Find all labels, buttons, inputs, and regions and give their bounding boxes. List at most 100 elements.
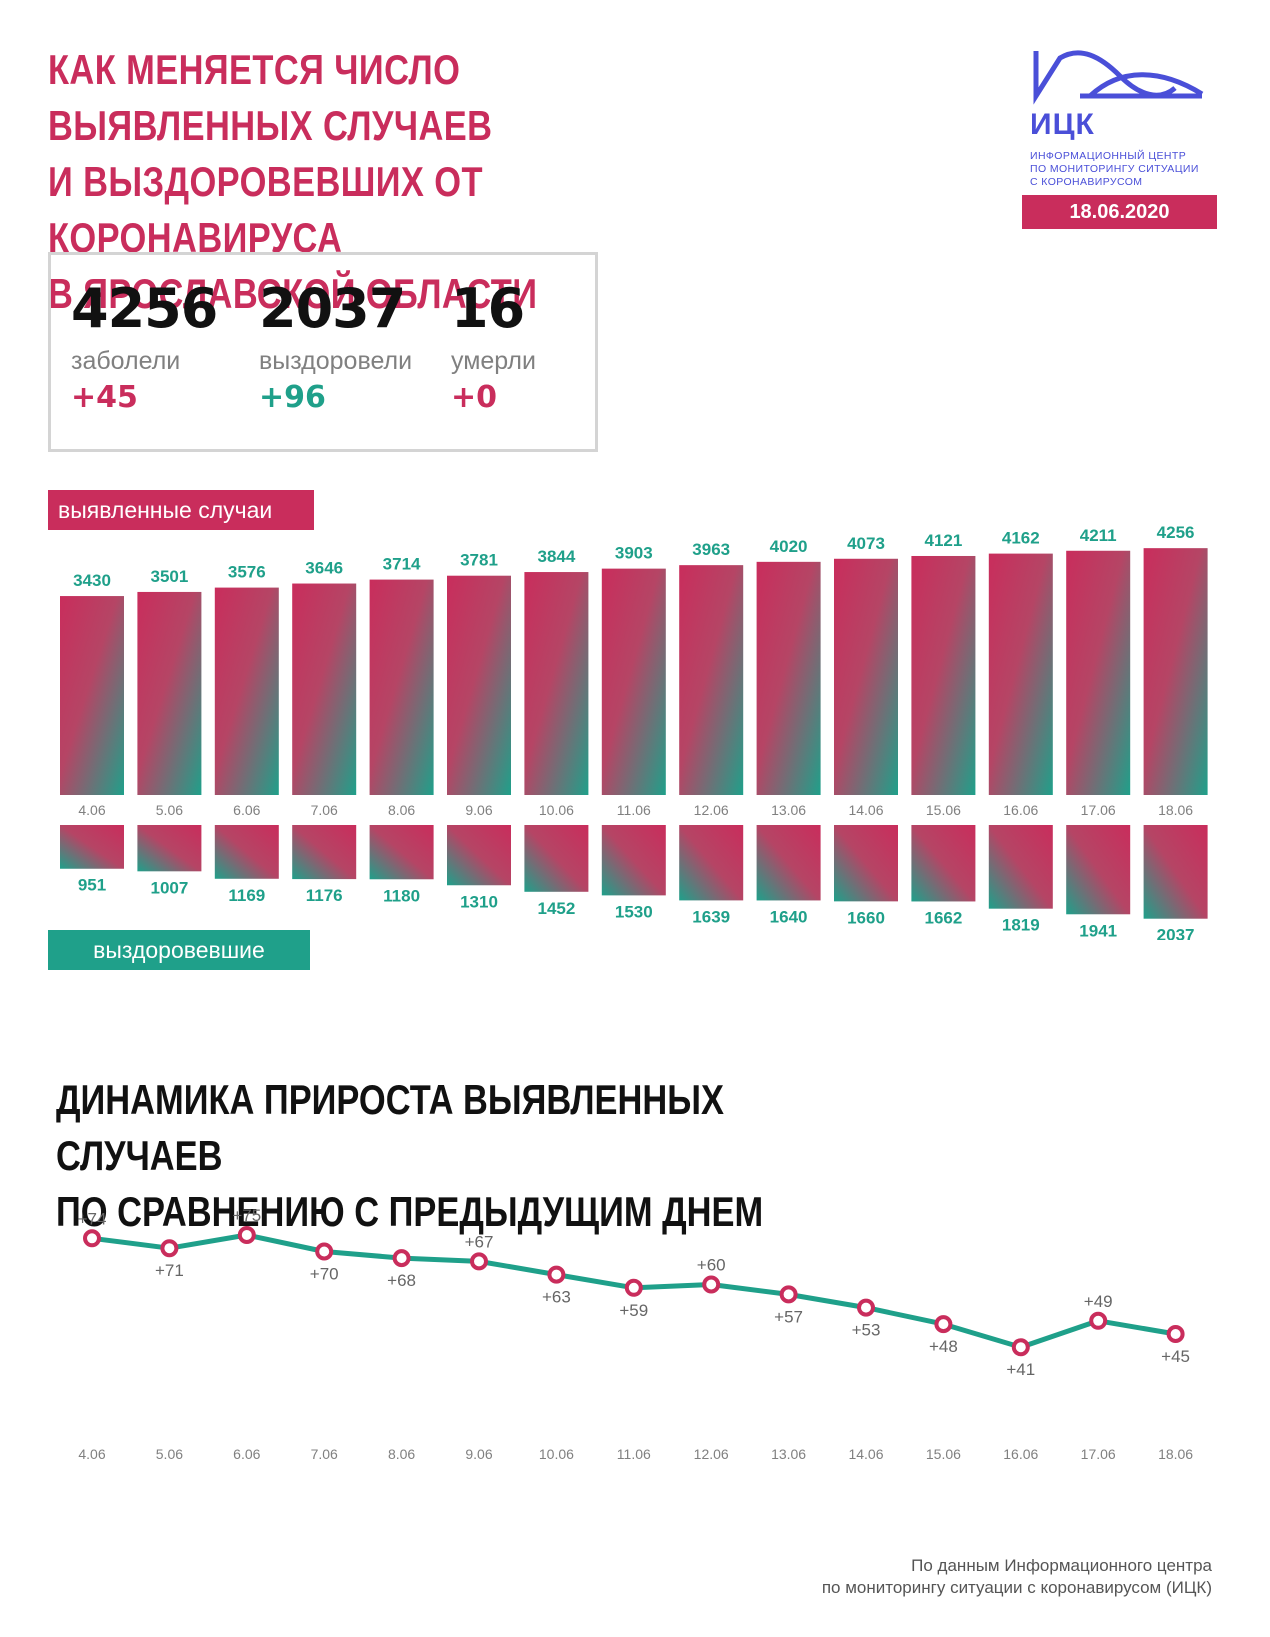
bar-date-label: 11.06	[617, 802, 651, 818]
growth-point	[934, 1315, 953, 1334]
cases-value-label: 3576	[228, 563, 266, 582]
growth-value-label: +68	[387, 1271, 416, 1290]
growth-point	[702, 1275, 721, 1294]
cases-value-label: 4073	[847, 534, 885, 553]
line-date-label: 16.06	[1003, 1446, 1038, 1462]
cases-tag: выявленные случаи	[48, 490, 314, 530]
growth-value-label: +49	[1084, 1292, 1113, 1311]
logo-description: ИНФОРМАЦИОННЫЙ ЦЕНТР ПО МОНИТОРИНГУ СИТУ…	[1030, 150, 1230, 189]
bar-date-label: 7.06	[311, 802, 338, 818]
recovered-bar	[911, 825, 976, 902]
logo-wave-icon	[1033, 50, 1204, 105]
page-title: КАК МЕНЯЕТСЯ ЧИСЛО ВЫЯВЛЕННЫХ СЛУЧАЕВ И …	[48, 42, 704, 322]
cases-value-label: 3903	[615, 544, 653, 563]
cases-bar	[1066, 550, 1131, 795]
line-date-label: 6.06	[233, 1446, 260, 1462]
growth-point	[779, 1285, 798, 1304]
line-date-label: 10.06	[539, 1446, 574, 1462]
cases-bar	[756, 561, 821, 795]
stat-cases-label: заболели	[71, 347, 181, 375]
recovered-bar	[60, 825, 124, 869]
source-line: по мониторингу ситуации с коронавирусом …	[821, 1578, 1212, 1597]
recovered-tag: выздоровевшие	[48, 930, 310, 970]
growth-value-label: +60	[697, 1256, 726, 1275]
logo-description-line: ПО МОНИТОРИНГУ СИТУАЦИИ	[1030, 163, 1199, 175]
growth-value-label: +41	[1006, 1360, 1035, 1379]
bar-date-label: 13.06	[771, 802, 806, 818]
logo-description-line: С КОРОНАВИРУСОМ	[1030, 176, 1143, 188]
recovered-bar	[834, 825, 898, 902]
line-date-label: 14.06	[848, 1446, 883, 1462]
cases-bar	[1143, 548, 1208, 795]
source-line: По данным Информационного центра	[911, 1556, 1212, 1575]
recovered-value-label: 1639	[692, 907, 730, 926]
cases-value-label: 3430	[73, 571, 111, 590]
stat-recovered-value: 2037	[259, 277, 406, 340]
line-date-label: 8.06	[388, 1446, 415, 1462]
cases-value-label: 4020	[770, 537, 808, 556]
bar-date-label: 18.06	[1158, 802, 1193, 818]
growth-point	[857, 1298, 875, 1317]
logo-name: ИЦК	[1030, 108, 1095, 141]
line-date-label: 18.06	[1158, 1446, 1193, 1462]
cases-value-label: 3963	[692, 540, 730, 559]
recovered-bar	[988, 825, 1053, 909]
title-line: И ВЫЗДОРОВЕВШИХ ОТ КОРОНАВИРУСА	[48, 158, 483, 261]
stat-cases: 4256 заболели +45	[71, 277, 218, 415]
cases-bar	[601, 568, 666, 795]
cases-bar	[447, 575, 511, 795]
growth-point	[1011, 1338, 1030, 1357]
growth-value-label: +53	[852, 1321, 881, 1340]
cases-value-label: 3714	[383, 555, 421, 574]
bar-date-label: 4.06	[78, 802, 105, 818]
cases-value-label: 4211	[1080, 526, 1117, 545]
growth-value-label: +63	[542, 1288, 571, 1307]
recovered-bar	[1066, 825, 1131, 915]
bar-date-label: 5.06	[156, 802, 183, 818]
line-date-label: 12.06	[694, 1446, 729, 1462]
bar-date-label: 15.06	[926, 802, 961, 818]
recovered-bar	[679, 825, 744, 901]
recovered-bar	[214, 825, 279, 879]
growth-point	[392, 1249, 411, 1268]
stat-recovered-label: выздоровели	[259, 347, 413, 375]
daily-growth-line-chart: +74 4.06 +71 5.06 +75 6.06 +70 7.06 +68 8.06 +67 9.…	[78, 1206, 1194, 1462]
line-date-label: 5.06	[156, 1446, 183, 1462]
stat-recovered-delta: +96	[259, 380, 326, 415]
itsk-logo: ИЦК ИНФОРМАЦИОННЫЙ ЦЕНТР ПО МОНИТОРИНГУ …	[1030, 46, 1220, 188]
summary-box: 4256 заболели +45 2037 выздоровели +96 1…	[48, 252, 598, 452]
growth-point	[1089, 1311, 1108, 1330]
bar-date-label: 17.06	[1081, 802, 1116, 818]
cases-bar	[988, 553, 1053, 795]
line-date-label: 7.06	[311, 1446, 338, 1462]
recovered-value-label: 1660	[847, 908, 885, 927]
cases-bar	[524, 572, 589, 795]
bar-date-label: 14.06	[848, 802, 883, 818]
line-date-label: 13.06	[771, 1446, 806, 1462]
recovered-bar	[447, 825, 511, 886]
cases-bar	[214, 587, 279, 795]
growth-title-line: ПО СРАВНЕНИЮ С ПРЕДЫДУЩИМ ДНЕМ	[56, 1188, 764, 1235]
growth-value-label: +74	[78, 1209, 107, 1228]
growth-point	[83, 1229, 101, 1248]
stat-cases-value: 4256	[71, 277, 218, 340]
bar-date-label: 8.06	[388, 802, 415, 818]
line-date-label: 15.06	[926, 1446, 961, 1462]
recovered-value-label: 1819	[1002, 916, 1040, 935]
recovered-bar	[524, 825, 589, 892]
recovered-value-label: 2037	[1157, 926, 1195, 940]
growth-chart-title: ДИНАМИКА ПРИРОСТА ВЫЯВЛЕННЫХ СЛУЧАЕВ ПО …	[56, 1072, 794, 1240]
recovered-value-label: 1007	[150, 878, 188, 897]
recovered-bar	[369, 825, 434, 880]
recovered-value-label: 1941	[1079, 921, 1117, 940]
cases-value-label: 3781	[460, 551, 498, 570]
growth-value-label: +45	[1161, 1347, 1190, 1366]
cases-bar	[369, 579, 434, 795]
cases-value-label: 3501	[150, 567, 188, 586]
growth-value-label: +75	[232, 1206, 261, 1225]
growth-value-label: +59	[619, 1301, 648, 1320]
stat-deaths-delta: +0	[451, 380, 498, 415]
growth-value-label: +57	[774, 1307, 803, 1326]
cases-bar	[834, 558, 898, 795]
recovered-value-label: 1662	[924, 908, 962, 927]
